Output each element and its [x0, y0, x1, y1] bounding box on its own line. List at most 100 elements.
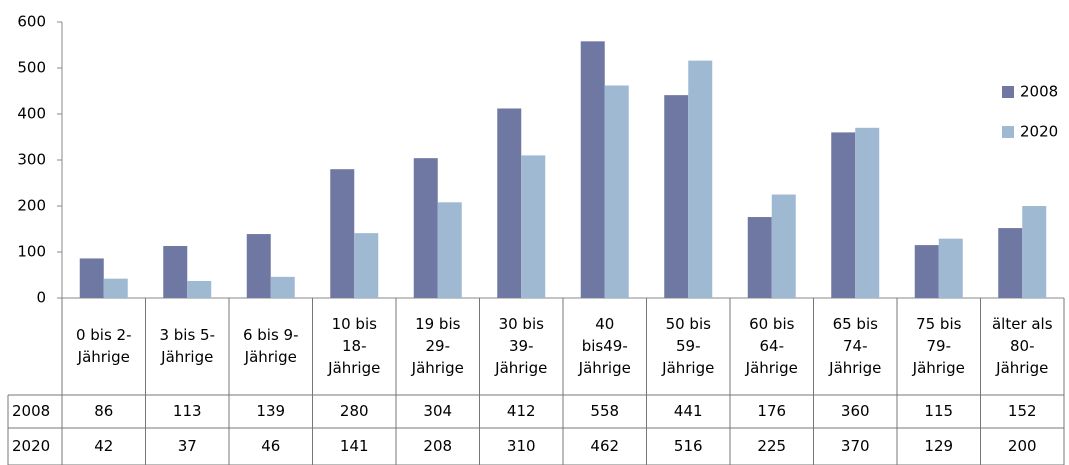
- table-value: 86: [94, 402, 113, 420]
- table-value: 37: [178, 437, 197, 455]
- table-value: 304: [423, 402, 452, 420]
- bar: [747, 217, 772, 298]
- table-value: 370: [841, 437, 870, 455]
- x-tick-label: 6 bis 9- Jährige: [243, 326, 299, 366]
- y-tick-label: 0: [36, 289, 46, 307]
- x-tick-label-line: Jährige: [244, 348, 297, 366]
- x-tick-label-line: 6 bis 9-: [243, 326, 299, 344]
- bar: [1022, 206, 1047, 298]
- bar: [604, 85, 629, 298]
- y-tick-label: 500: [17, 59, 46, 77]
- table-value: 412: [507, 402, 536, 420]
- bar: [938, 238, 963, 298]
- x-tick-label: 0 bis 2- Jährige: [76, 326, 132, 366]
- legend-label: 2020: [1020, 123, 1058, 141]
- x-tick-label-line: 75 bis: [916, 315, 962, 333]
- x-tick-label: älter als 80- Jährige: [992, 315, 1053, 377]
- bar: [998, 228, 1023, 298]
- x-tick-label-line: Jährige: [745, 359, 798, 377]
- table-value: 129: [924, 437, 953, 455]
- table-value: 139: [256, 402, 285, 420]
- x-tick-label-line: Jährige: [77, 348, 130, 366]
- x-tick-label-line: bis49-: [582, 337, 628, 355]
- row-header: 2020: [12, 437, 50, 455]
- x-tick-label-line: 79-: [927, 337, 952, 355]
- bar: [771, 194, 796, 298]
- x-tick-label-line: Jährige: [160, 348, 213, 366]
- y-tick-label: 400: [17, 105, 46, 123]
- x-tick-label-line: 74-: [843, 337, 868, 355]
- x-tick-label-line: 0 bis 2-: [76, 326, 132, 344]
- table-value: 280: [340, 402, 369, 420]
- x-tick-label: 30 bis 39- Jährige: [494, 315, 547, 377]
- bar: [354, 233, 379, 298]
- x-tick-label-line: 80-: [1010, 337, 1035, 355]
- table-value: 42: [94, 437, 113, 455]
- x-tick-label: 50 bis 59- Jährige: [661, 315, 714, 377]
- bar: [831, 132, 856, 298]
- bar: [79, 258, 104, 298]
- table-value: 46: [261, 437, 280, 455]
- table-value: 310: [507, 437, 536, 455]
- bar: [855, 127, 880, 298]
- bar: [246, 234, 271, 298]
- table-value: 141: [340, 437, 369, 455]
- x-tick-label-line: Jährige: [661, 359, 714, 377]
- table-value: 360: [841, 402, 870, 420]
- table-value: 208: [423, 437, 452, 455]
- x-tick-label-line: Jährige: [578, 359, 631, 377]
- bar: [330, 169, 355, 298]
- bar: [163, 246, 188, 298]
- x-tick-label-line: Jährige: [411, 359, 464, 377]
- x-tick-label-line: 10 bis: [332, 315, 378, 333]
- table-value: 200: [1008, 437, 1037, 455]
- table-value: 558: [590, 402, 619, 420]
- x-tick-label-line: 19 bis: [415, 315, 461, 333]
- x-tick-label-line: Jährige: [327, 359, 380, 377]
- x-tick-label: 10 bis 18- Jährige: [327, 315, 380, 377]
- y-tick-label: 100: [17, 243, 46, 261]
- x-tick-label-line: älter als: [992, 315, 1053, 333]
- y-tick-label: 200: [17, 197, 46, 215]
- row-header: 2008: [12, 402, 50, 420]
- x-tick-label-line: 59-: [676, 337, 701, 355]
- bar: [497, 108, 522, 298]
- x-tick-label-line: 60 bis: [749, 315, 795, 333]
- table-value: 441: [674, 402, 703, 420]
- table-value: 115: [924, 402, 953, 420]
- x-tick-label-line: 18-: [342, 337, 367, 355]
- legend-swatch: [1002, 126, 1014, 138]
- bar: [103, 278, 128, 298]
- x-tick-label-line: 3 bis 5-: [159, 326, 215, 344]
- x-tick-label-line: 30 bis: [499, 315, 545, 333]
- x-tick-label-line: Jährige: [494, 359, 547, 377]
- bar: [664, 95, 689, 298]
- x-tick-label: 65 bis 74- Jährige: [828, 315, 881, 377]
- legend-swatch: [1002, 86, 1014, 98]
- table-value: 462: [590, 437, 619, 455]
- x-tick-label-line: Jährige: [828, 359, 881, 377]
- table-value: 152: [1008, 402, 1037, 420]
- bar: [187, 280, 212, 298]
- bar: [914, 245, 939, 298]
- x-tick-label-line: 40: [595, 315, 614, 333]
- bar: [521, 155, 546, 298]
- x-tick-label-line: 29-: [426, 337, 451, 355]
- bar: [437, 202, 462, 298]
- table-value: 176: [757, 402, 786, 420]
- bar: [270, 276, 295, 298]
- table-value: 225: [757, 437, 786, 455]
- x-tick-label-line: 39-: [509, 337, 534, 355]
- table-value: 516: [674, 437, 703, 455]
- y-tick-label: 300: [17, 151, 46, 169]
- x-tick-label: 60 bis 64- Jährige: [745, 315, 798, 377]
- x-tick-label-line: 64-: [760, 337, 785, 355]
- x-tick-label-line: 65 bis: [833, 315, 879, 333]
- x-tick-label-line: 50 bis: [666, 315, 712, 333]
- y-tick-label: 600: [17, 13, 46, 31]
- x-tick-label: 75 bis 79- Jährige: [912, 315, 965, 377]
- x-tick-label-line: Jährige: [912, 359, 965, 377]
- x-tick-label-line: Jährige: [995, 359, 1048, 377]
- bar: [688, 60, 713, 298]
